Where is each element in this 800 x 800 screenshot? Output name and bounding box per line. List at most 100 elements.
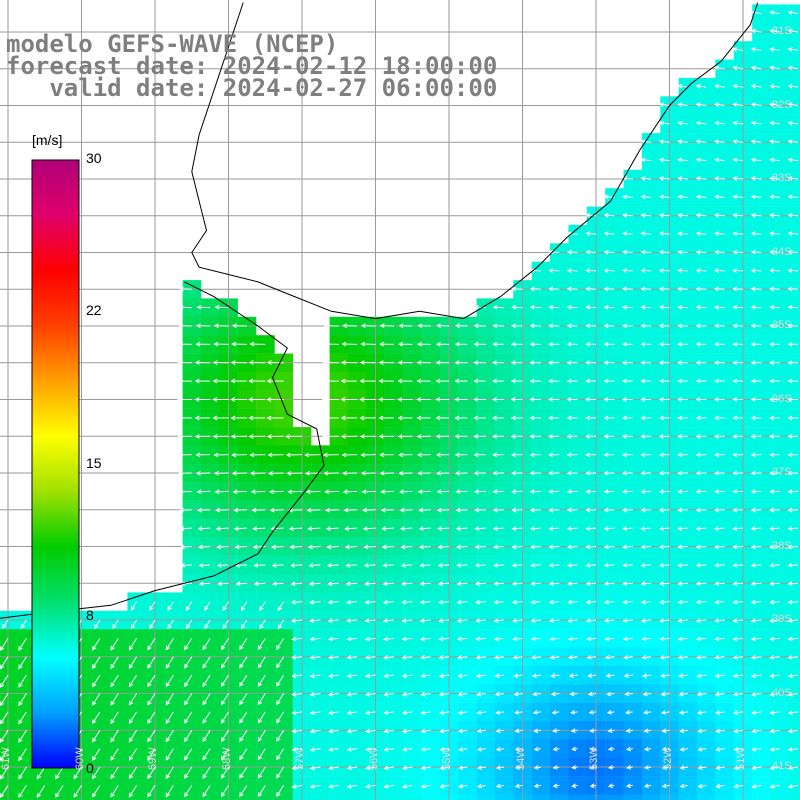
wind-arrow <box>751 251 762 253</box>
wind-arrow-head <box>733 710 739 715</box>
wind-arrow-head <box>548 341 553 347</box>
wind-arrow <box>0 711 9 724</box>
wind-arrow-head <box>769 728 775 734</box>
wind-arrow-head <box>291 784 297 789</box>
wind-arrow-head <box>621 433 627 439</box>
speed-cell <box>715 776 734 795</box>
wind-arrow <box>496 766 505 769</box>
wind-arrow-head <box>230 360 236 365</box>
wind-arrow-head <box>416 434 422 439</box>
wind-arrow <box>586 214 597 217</box>
wind-arrow-head <box>511 581 517 587</box>
wind-arrow-head <box>473 434 479 439</box>
speed-cell <box>715 224 734 244</box>
wind-arrow <box>438 582 450 585</box>
wind-arrow <box>751 564 762 567</box>
wind-arrow-head <box>215 507 221 513</box>
wind-arrow-head <box>364 691 370 697</box>
speed-cell <box>715 114 734 134</box>
wind-arrow <box>770 729 780 733</box>
wind-arrow-head <box>585 562 591 568</box>
wind-arrow-head <box>732 360 738 366</box>
wind-arrow-head <box>622 268 627 273</box>
wind-arrow-head <box>658 581 664 587</box>
wind-arrow-head <box>473 378 479 384</box>
wind-arrow <box>788 30 799 33</box>
wind-arrow <box>716 784 725 788</box>
wind-arrow-head <box>212 378 218 384</box>
speed-cell <box>752 188 771 207</box>
speed-cell <box>256 371 275 391</box>
wind-arrow-head <box>658 526 664 531</box>
speed-cell <box>531 629 551 648</box>
speed-cell <box>403 794 422 800</box>
wind-arrow <box>202 748 211 760</box>
wind-arrow-head <box>713 526 719 531</box>
speed-cell <box>678 408 698 428</box>
speed-cell <box>384 555 404 575</box>
wind-arrow-head <box>360 452 366 458</box>
wind-arrow-head <box>323 470 329 476</box>
wind-arrow-head <box>529 433 535 439</box>
wind-arrow-head <box>474 544 480 550</box>
wind-arrow <box>457 637 468 640</box>
speed-cell <box>715 77 734 97</box>
wind-arrow-head <box>364 673 370 679</box>
wind-arrow-head <box>202 792 207 798</box>
wind-arrow <box>678 637 688 640</box>
wind-arrow <box>439 656 450 659</box>
wind-arrow <box>167 601 174 611</box>
speed-cell <box>200 518 220 538</box>
speed-cell <box>256 445 275 464</box>
wind-arrow-head <box>239 773 244 779</box>
speed-cell <box>494 371 514 391</box>
wind-arrow-head <box>529 526 535 531</box>
wind-arrow-head <box>552 783 558 789</box>
wind-arrow-head <box>240 624 246 630</box>
wind-arrow-head <box>658 470 664 476</box>
wind-arrow-head <box>750 65 756 71</box>
wind-arrow-head <box>695 415 701 421</box>
wind-arrow-head <box>341 341 347 347</box>
wind-arrow-head <box>606 691 612 697</box>
wind-arrow-head <box>202 774 207 780</box>
wind-arrow-head <box>622 581 628 587</box>
wind-arrow <box>253 527 266 530</box>
speed-cell <box>347 445 367 464</box>
wind-arrow <box>292 656 303 659</box>
wind-arrow-head <box>231 323 237 329</box>
wind-arrow-head <box>400 526 405 531</box>
wind-arrow <box>788 619 799 622</box>
wind-arrow <box>770 159 780 162</box>
wind-arrow-head <box>750 194 756 200</box>
wind-arrow-head <box>640 323 646 329</box>
wind-arrow-head <box>230 378 236 384</box>
wind-arrow-head <box>769 194 775 200</box>
wind-arrow-head <box>677 397 683 402</box>
wind-arrow-head <box>222 624 227 630</box>
speed-cell <box>403 518 422 538</box>
wind-arrow-head <box>362 507 368 513</box>
speed-cell <box>605 592 624 611</box>
wind-arrow <box>204 601 211 611</box>
wind-arrow <box>365 693 376 696</box>
wind-arrow <box>239 711 248 724</box>
wind-arrow <box>623 288 633 290</box>
wind-arrow-head <box>732 212 738 218</box>
speed-cell <box>641 298 661 317</box>
wind-arrow <box>751 232 762 235</box>
wind-arrow <box>128 638 138 650</box>
wind-arrow-head <box>566 526 572 531</box>
speed-cell <box>752 739 771 758</box>
wind-arrow-head <box>769 784 775 789</box>
wind-arrow-head <box>660 673 666 679</box>
wind-arrow <box>401 527 413 530</box>
wind-arrow <box>221 730 229 742</box>
wind-arrow <box>326 509 339 511</box>
wind-arrow <box>310 601 321 603</box>
wind-arrow-head <box>328 784 334 789</box>
wind-arrow <box>659 140 670 143</box>
speed-cell <box>311 794 330 800</box>
wind-arrow <box>217 564 229 567</box>
wind-arrow <box>276 674 285 687</box>
